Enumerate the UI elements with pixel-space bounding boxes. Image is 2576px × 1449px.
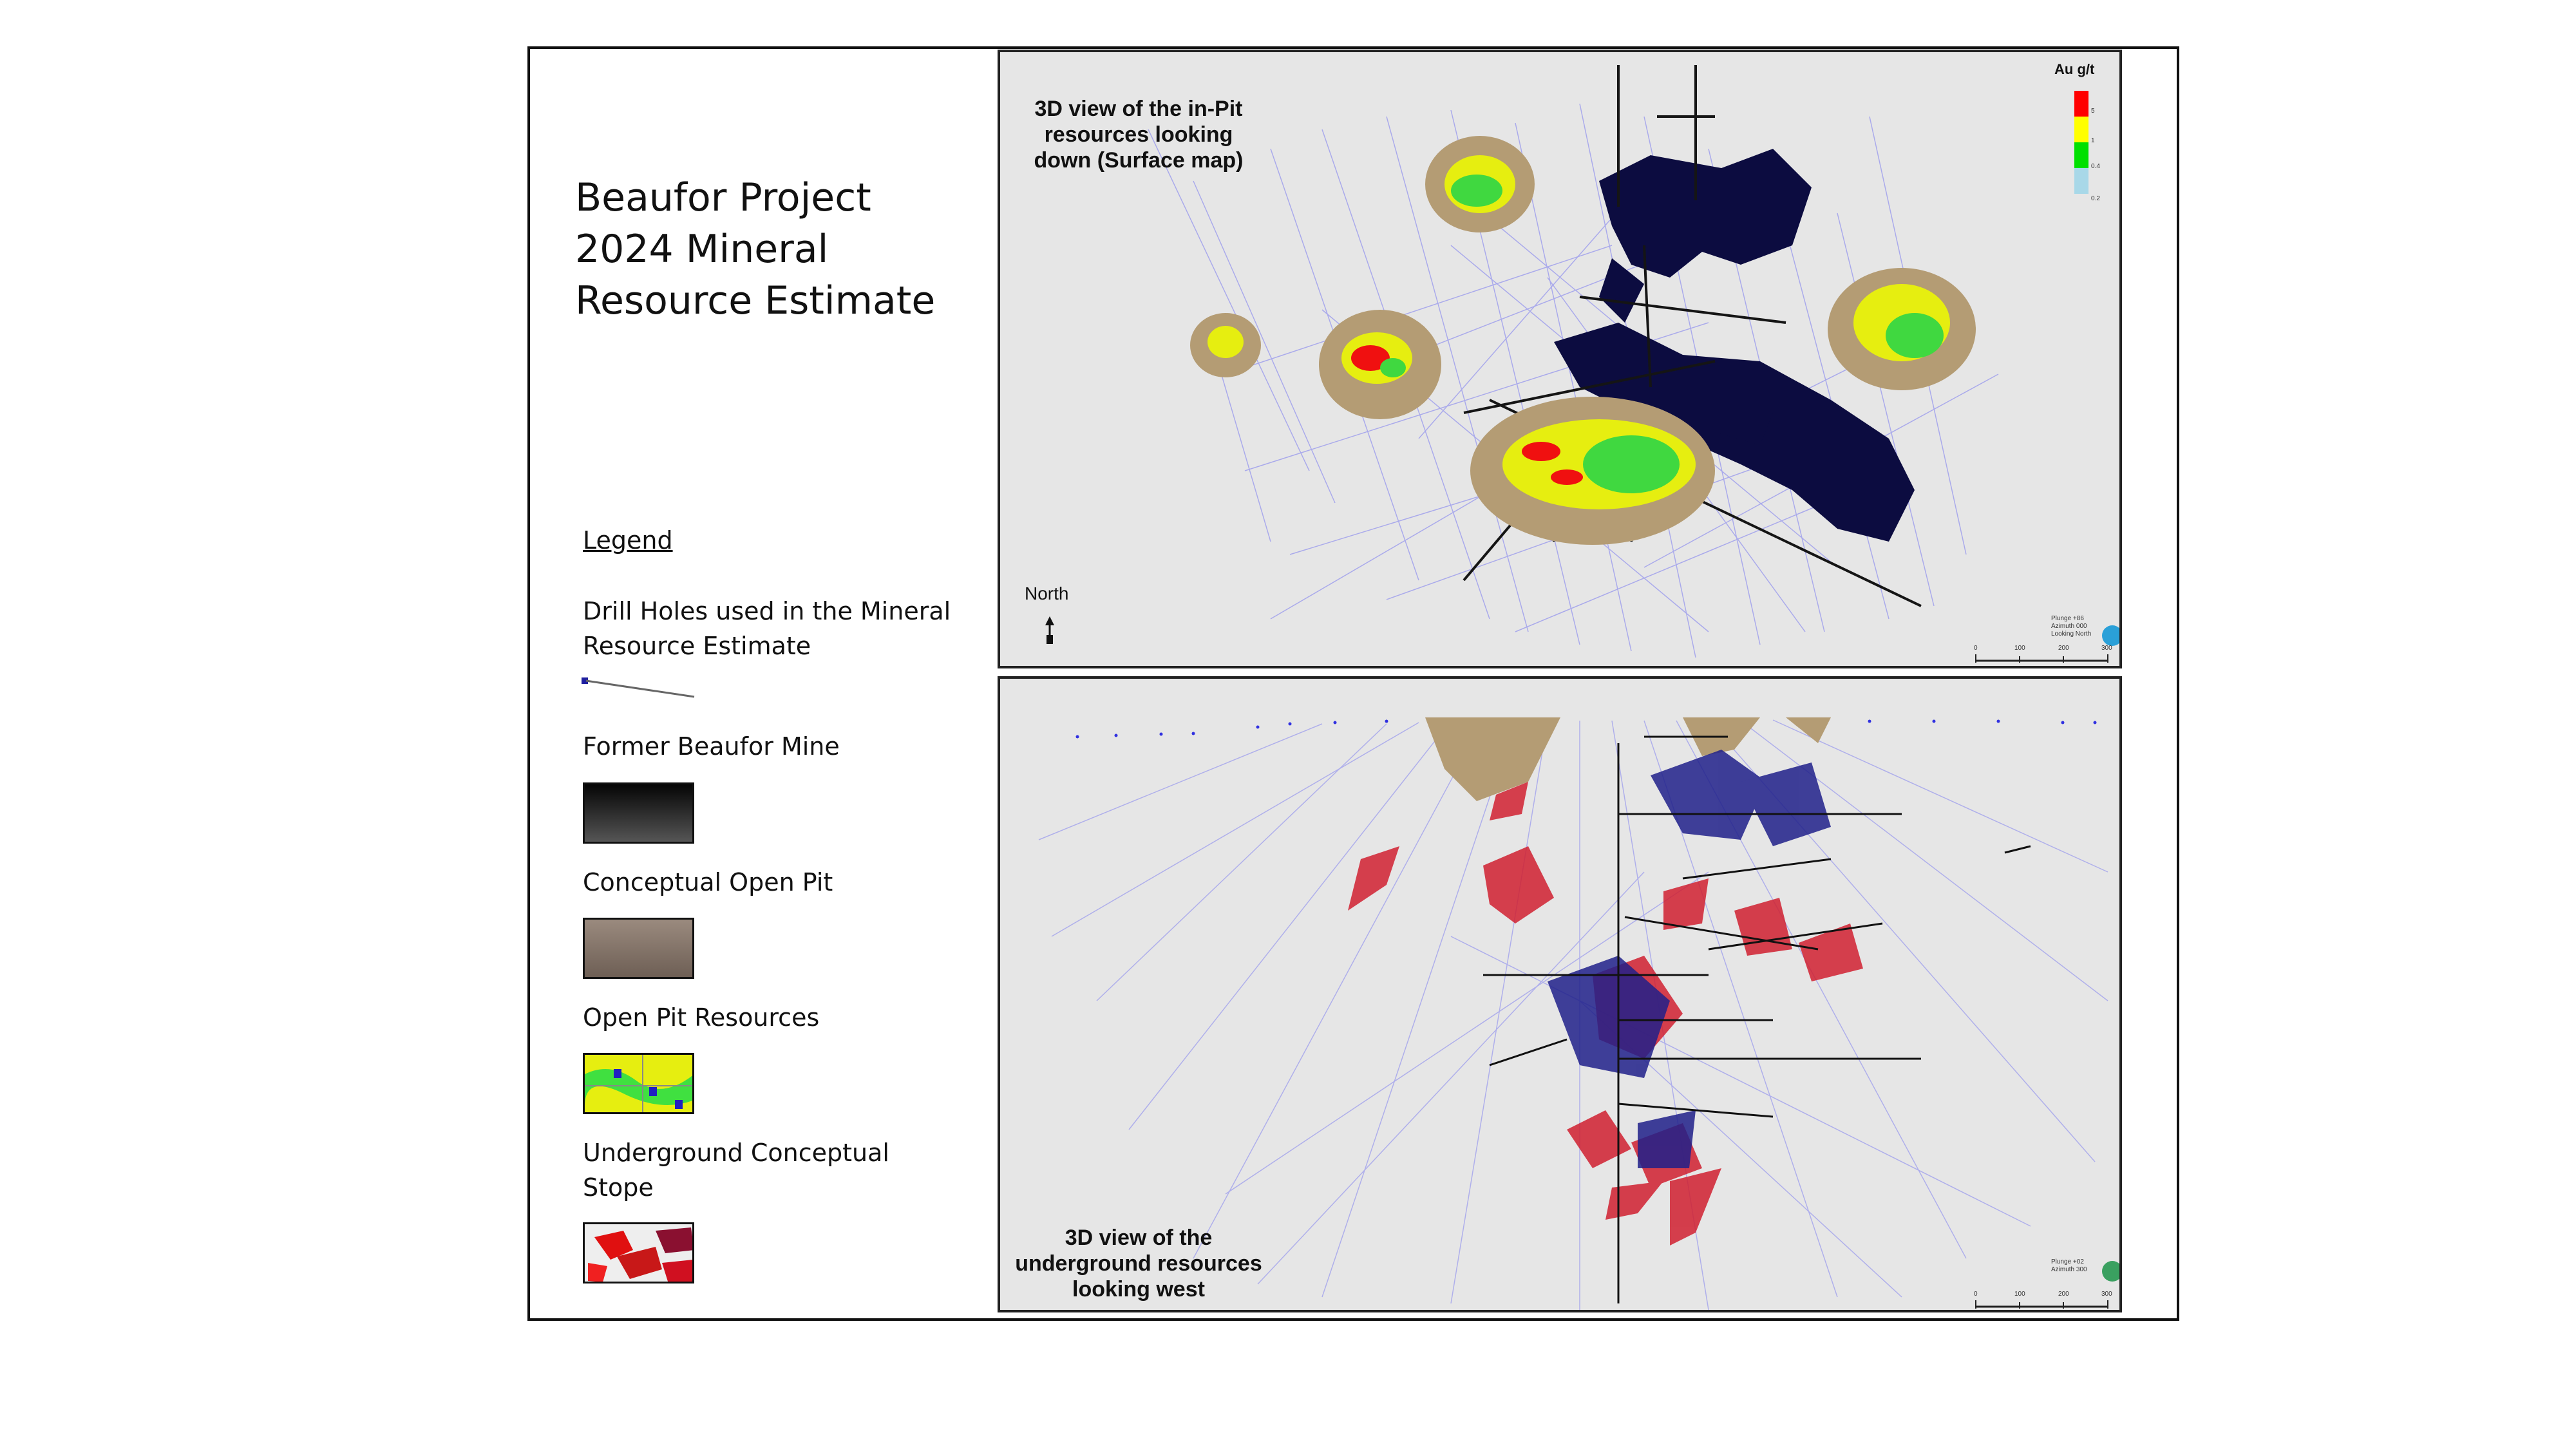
bottom-orientation-line-1: Plunge +02 (2051, 1258, 2084, 1265)
pit-main (1470, 397, 1715, 545)
underground-view-drawing (1038, 717, 2119, 1310)
bottom-panel-title-line-1: 3D view of the (1065, 1226, 1213, 1250)
scale-value-0-2: 0.2 (2091, 195, 2100, 202)
pit-west-central (1319, 310, 1441, 419)
bottom-scale-tick-200: 200 (2058, 1291, 2069, 1298)
pit-north-west (1425, 136, 1535, 232)
top-panel-title-line-2: resources looking (1044, 122, 1233, 147)
legend-open-pit-swatch (583, 918, 694, 979)
bottom-scale-bar (1975, 1300, 2108, 1309)
legend-open-pit-resources-swatch (583, 1053, 694, 1114)
legend-former-mine-label: Former Beaufor Mine (583, 732, 840, 761)
former-mine-workings (1554, 149, 1915, 542)
open-pit-resources-pattern (585, 1055, 692, 1112)
legend-ug-stope-label: Underground Conceptual Stope (583, 1135, 889, 1205)
top-orientation-line-2: Azimuth 000 (2051, 623, 2087, 630)
title-line-1: Beaufor Project (575, 175, 871, 220)
legend-open-pit-label: Conceptual Open Pit (583, 868, 833, 896)
bottom-scale-tick-100: 100 (2014, 1291, 2025, 1298)
scale-value-0-4: 0.4 (2091, 163, 2100, 170)
legend-drill-holes-line-2: Resource Estimate (583, 632, 811, 660)
mine-development-section (1483, 735, 2031, 1303)
surface-map-drawing (1045, 65, 2119, 663)
legend-ug-stope-line-2: Stope (583, 1173, 654, 1202)
legend-drill-holes-line-1: Drill Holes used in the Mineral (583, 597, 951, 625)
bottom-panel-underground-view: 3D view of the underground resources loo… (998, 676, 2122, 1312)
legend-ug-stope-line-1: Underground Conceptual (583, 1139, 889, 1167)
colour-scale-title: Au g/t (2054, 61, 2095, 77)
pit-east (1828, 268, 1976, 390)
legend-drill-holes-label: Drill Holes used in the Mineral Resource… (583, 594, 951, 663)
top-panel-title-line-3: down (Surface map) (1034, 148, 1244, 173)
title-line-2: 2024 Mineral (575, 227, 829, 272)
bottom-orientation-globe-icon (2102, 1261, 2119, 1282)
top-orientation-globe-icon (2102, 625, 2119, 646)
legend-former-mine-swatch (583, 782, 694, 844)
bottom-scale-tick-300: 300 (2101, 1291, 2112, 1298)
top-scale-tick-300: 300 (2101, 645, 2112, 652)
bottom-panel-title: 3D view of the underground resources loo… (1010, 1225, 1267, 1302)
legend-heading: Legend (583, 526, 673, 554)
top-orientation-line-1: Plunge +86 (2051, 615, 2084, 622)
top-panel-surface-map: 3D view of the in-Pit resources looking … (998, 50, 2122, 668)
drill-collars (1075, 718, 2097, 739)
top-orientation-line-3: Looking North (2051, 630, 2092, 638)
north-label: North (1025, 583, 1069, 603)
north-arrow (1045, 616, 1054, 644)
bottom-orientation-text: Plunge +02 Azimuth 300 (2051, 1258, 2087, 1274)
legend-drill-hole-symbol (582, 677, 695, 698)
bottom-orientation-line-2: Azimuth 300 (2051, 1266, 2087, 1273)
bottom-panel-title-line-3: looking west (1072, 1277, 1205, 1302)
ug-stope-pattern (585, 1224, 692, 1282)
top-panel-title-line-1: 3D view of the in-Pit (1034, 97, 1243, 121)
legend-ug-stope-swatch (583, 1222, 694, 1283)
scale-value-5: 5 (2091, 108, 2095, 115)
legend-open-pit-resources-label: Open Pit Resources (583, 1003, 820, 1032)
title-line-3: Resource Estimate (575, 278, 936, 323)
top-scale-tick-200: 200 (2058, 645, 2069, 652)
au-colour-scale (2074, 91, 2088, 194)
bottom-panel-title-line-2: underground resources (1015, 1251, 1262, 1276)
bottom-scale-tick-0: 0 (1974, 1291, 1978, 1298)
figure-title: Beaufor Project 2024 Mineral Resource Es… (575, 172, 935, 327)
scale-value-1: 1 (2091, 137, 2095, 144)
top-scale-tick-0: 0 (1974, 645, 1978, 652)
pit-west-small (1190, 313, 1261, 377)
top-scale-tick-100: 100 (2014, 645, 2025, 652)
mine-workings-section (1548, 750, 1831, 1168)
top-scale-bar (1975, 654, 2108, 663)
top-panel-title: 3D view of the in-Pit resources looking … (1016, 96, 1261, 173)
top-orientation-text: Plunge +86 Azimuth 000 Looking North (2051, 615, 2091, 638)
